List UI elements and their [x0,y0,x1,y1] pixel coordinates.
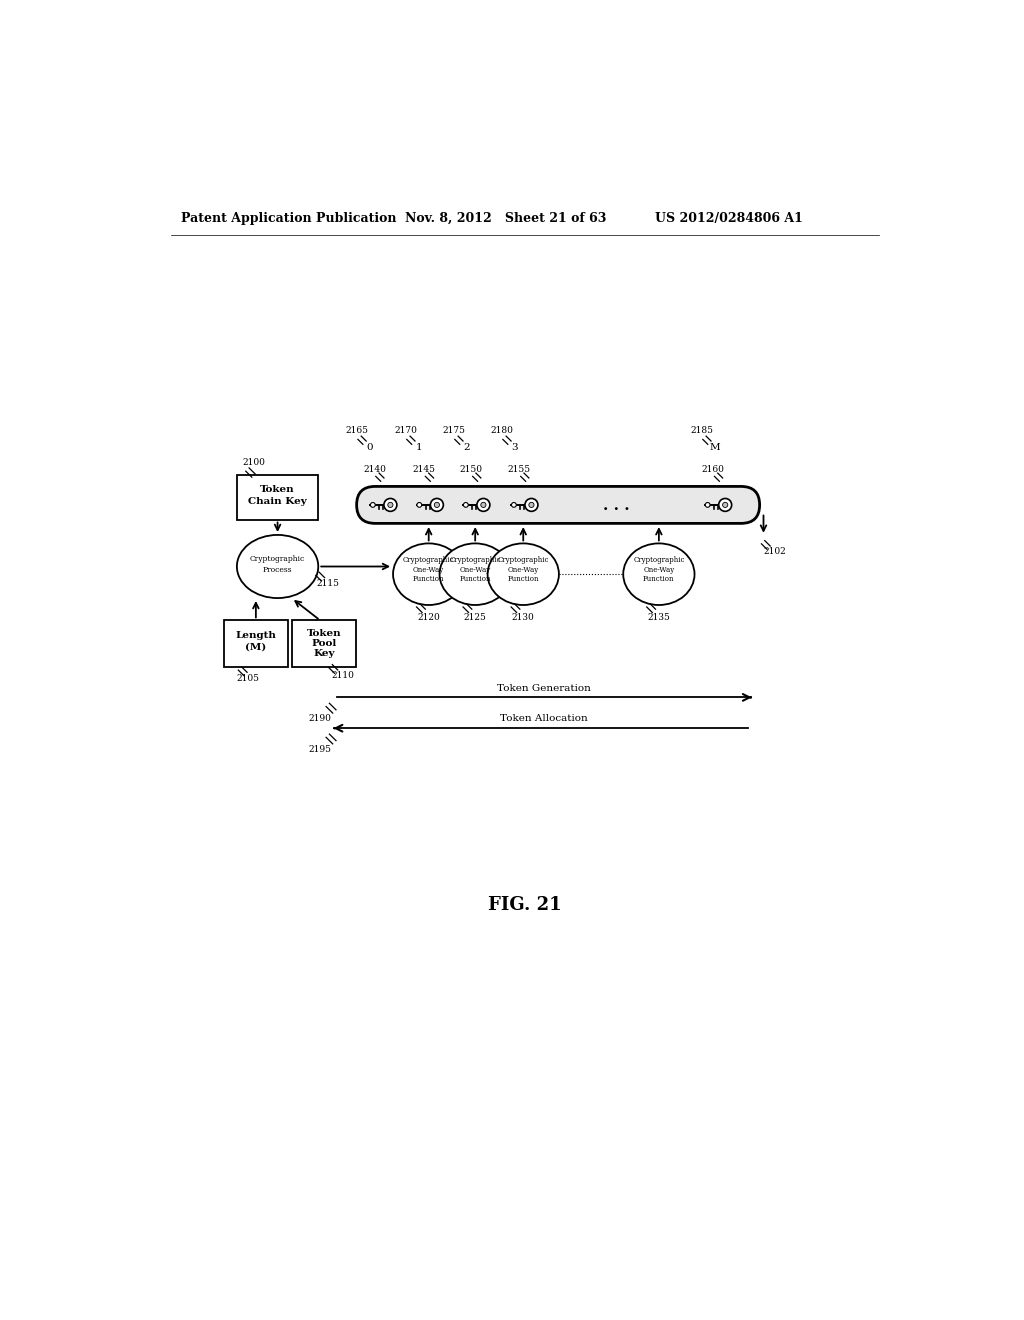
Text: Token: Token [307,630,341,638]
Ellipse shape [487,544,559,605]
Text: 2125: 2125 [464,612,486,622]
Text: One-Way: One-Way [413,565,444,574]
Text: 2102: 2102 [764,546,786,556]
Text: 2170: 2170 [394,426,417,436]
Text: Cryptographic: Cryptographic [633,556,685,565]
Text: Token Allocation: Token Allocation [501,714,588,723]
Text: One-Way: One-Way [508,565,539,574]
Text: 2155: 2155 [508,465,530,474]
Text: 2195: 2195 [308,746,332,754]
FancyBboxPatch shape [356,487,760,524]
Text: Function: Function [508,574,539,583]
Text: Patent Application Publication: Patent Application Publication [180,213,396,224]
Circle shape [417,503,422,507]
Circle shape [430,499,443,511]
Text: 1: 1 [416,444,422,453]
Text: 2100: 2100 [243,458,265,467]
Circle shape [388,503,393,507]
Text: 2175: 2175 [442,426,465,436]
Text: Nov. 8, 2012   Sheet 21 of 63: Nov. 8, 2012 Sheet 21 of 63 [406,213,607,224]
Text: Length: Length [236,631,276,640]
Ellipse shape [624,544,694,605]
Circle shape [511,503,516,507]
Text: . . .: . . . [603,499,630,513]
Text: 2160: 2160 [701,465,725,474]
Text: 2135: 2135 [647,612,671,622]
Text: Token: Token [260,484,295,494]
Circle shape [481,503,486,507]
Bar [292,620,356,667]
Text: One-Way: One-Way [460,565,490,574]
Text: 2110: 2110 [332,672,354,680]
Text: Key: Key [313,649,335,657]
Bar [224,620,288,667]
Ellipse shape [393,544,464,605]
Circle shape [706,503,710,507]
Text: 2115: 2115 [316,579,339,587]
Circle shape [477,499,489,511]
Text: 2: 2 [464,444,470,453]
Text: Cryptographic: Cryptographic [403,556,455,565]
Text: Cryptographic: Cryptographic [498,556,549,565]
Text: 2105: 2105 [237,673,259,682]
Text: 2185: 2185 [690,426,713,436]
Text: 0: 0 [367,444,373,453]
Text: Token Generation: Token Generation [498,684,591,693]
Text: Function: Function [413,574,444,583]
Text: Chain Key: Chain Key [248,496,307,506]
Circle shape [719,499,732,511]
Ellipse shape [237,535,318,598]
Circle shape [525,499,538,511]
Text: (M): (M) [246,643,266,652]
Bar [237,475,318,520]
Text: 2140: 2140 [364,465,386,474]
Text: Process: Process [263,565,293,574]
Text: US 2012/0284806 A1: US 2012/0284806 A1 [655,213,803,224]
Text: 2145: 2145 [413,465,435,474]
Text: M: M [710,444,720,453]
Text: Function: Function [460,574,490,583]
Text: Cryptographic: Cryptographic [450,556,501,565]
Circle shape [528,503,535,507]
Text: FIG. 21: FIG. 21 [488,896,561,915]
Text: Cryptographic: Cryptographic [250,554,305,562]
Ellipse shape [439,544,511,605]
Text: Function: Function [643,574,675,583]
Text: 3: 3 [511,444,518,453]
Circle shape [434,503,439,507]
Circle shape [723,503,728,507]
Text: 2180: 2180 [490,426,513,436]
Text: 2120: 2120 [418,612,440,622]
Text: Pool: Pool [311,639,337,648]
Circle shape [371,503,375,507]
Text: 2150: 2150 [460,465,483,474]
Circle shape [464,503,468,507]
Text: 2190: 2190 [309,714,332,723]
Text: One-Way: One-Way [643,565,675,574]
Text: 2165: 2165 [345,426,368,436]
Text: 2130: 2130 [512,612,535,622]
Circle shape [384,499,397,511]
